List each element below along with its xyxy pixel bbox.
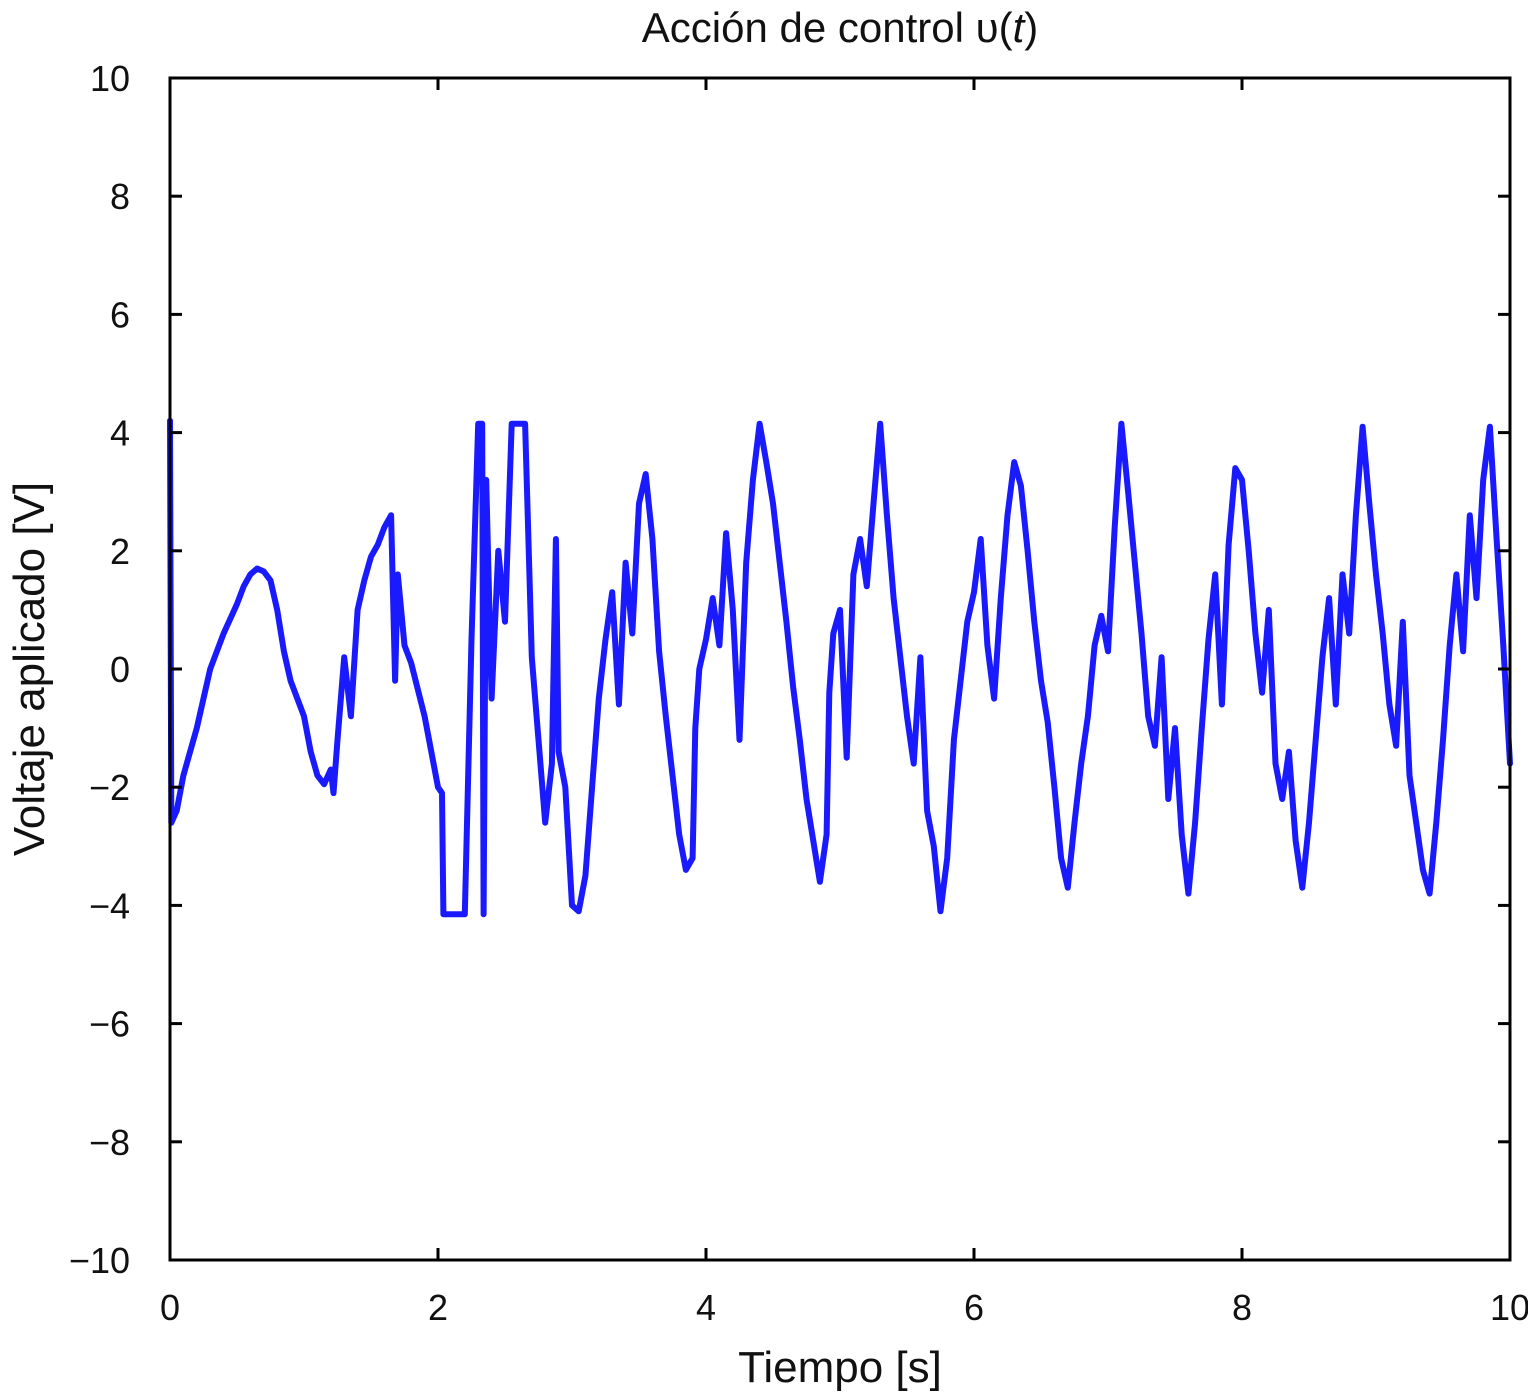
y-tick-label: −6 xyxy=(89,1004,130,1045)
x-tick-label: 2 xyxy=(428,1287,448,1328)
y-axis-ticks: −10 −8 −6 −4 −2 0 2 4 6 8 10 xyxy=(69,58,1510,1281)
plot-series xyxy=(167,417,1513,918)
y-tick-label: 8 xyxy=(110,176,130,217)
y-tick-label: 4 xyxy=(110,413,130,454)
x-tick-label: 0 xyxy=(160,1287,180,1328)
series-line-0 xyxy=(167,417,1513,918)
x-tick-label: 4 xyxy=(696,1287,716,1328)
y-tick-label: −4 xyxy=(89,885,130,926)
y-tick-label: −10 xyxy=(69,1240,130,1281)
y-tick-label: −2 xyxy=(89,767,130,808)
chart-title: Acción de control υ(t) xyxy=(642,4,1038,51)
x-tick-label: 10 xyxy=(1490,1287,1528,1328)
y-tick-label: −8 xyxy=(89,1122,130,1163)
y-tick-label: 2 xyxy=(110,531,130,572)
x-axis-ticks: 0 2 4 6 8 10 xyxy=(160,78,1528,1328)
x-tick-label: 8 xyxy=(1232,1287,1252,1328)
x-tick-label: 6 xyxy=(964,1287,984,1328)
y-tick-label: 6 xyxy=(110,294,130,335)
y-axis-label: Voltaje aplicado [V] xyxy=(5,482,54,856)
y-tick-label: 0 xyxy=(110,649,130,690)
x-axis-label: Tiempo [s] xyxy=(738,1343,942,1392)
y-tick-label: 10 xyxy=(90,58,130,99)
